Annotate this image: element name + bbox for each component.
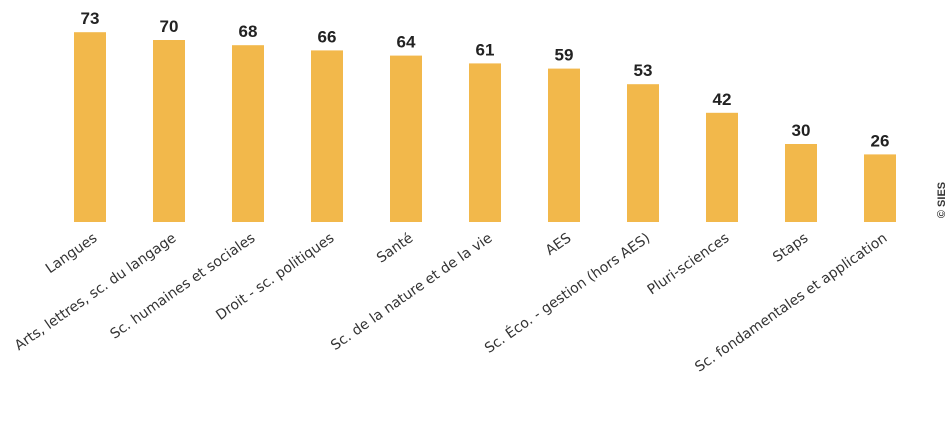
bar-arts-lettres-sc-du-langage [153,40,185,222]
value-label-sc-fondamentales-et-application: 26 [871,131,890,150]
bar-sante [390,55,422,222]
bar-sc-eco-gestion-hors-aes [627,84,659,222]
value-label-arts-lettres-sc-du-langage: 70 [160,17,179,36]
value-labels-group: 73 70 68 66 64 61 59 53 42 30 26 [81,9,890,150]
bar-droit-sc-politiques [311,50,343,223]
bar-aes [548,68,580,222]
category-label-staps: Staps [770,230,811,266]
bars-group [74,32,896,223]
value-label-pluri-sciences: 42 [713,90,732,109]
category-label-langues: Langues [43,230,100,277]
value-label-langues: 73 [81,9,100,28]
category-label-sc-eco-gestion-hors-aes: Sc. Éco. - gestion (hors AES) [481,229,653,356]
value-label-staps: 30 [792,121,811,140]
bar-sc-fondamentales-et-application [864,154,896,222]
value-label-sante: 64 [397,33,416,52]
category-label-aes: AES [543,230,575,259]
bar-sc-humaines-et-sociales [232,45,264,223]
value-label-sc-eco-gestion-hors-aes: 53 [634,61,653,80]
category-label-sante: Santé [374,230,416,266]
value-label-aes: 59 [555,46,574,65]
category-label-sc-de-la-nature-et-de-la-vie: Sc. de la nature et de la vie [328,230,495,354]
bar-pluri-sciences [706,112,738,222]
bar-sc-de-la-nature-et-de-la-vie [469,63,501,223]
category-label-sc-humaines-et-sociales: Sc. humaines et sociales [107,230,258,342]
value-label-droit-sc-politiques: 66 [318,27,337,46]
bar-langues [74,32,106,223]
value-label-sc-humaines-et-sociales: 68 [239,22,258,41]
source-credit: © SIES [936,182,945,218]
value-label-sc-de-la-nature-et-de-la-vie: 61 [476,40,495,59]
category-label-pluri-sciences: Pluri-sciences [645,230,733,298]
category-label-arts-lettres-sc-du-langage: Arts, lettres, sc. du langage [12,230,179,354]
bar-staps [785,144,817,222]
